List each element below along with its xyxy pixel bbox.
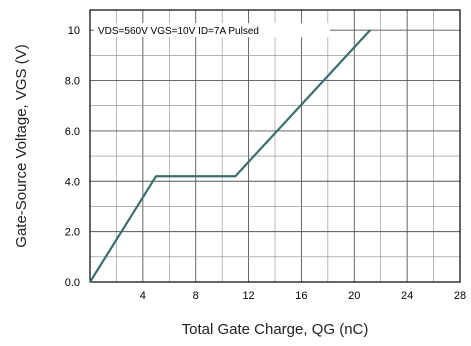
- x-tick-label: 8: [193, 290, 199, 302]
- x-tick-label: 12: [242, 290, 254, 302]
- x-tick-labels: 4 8 12 16 20 24 28: [140, 290, 466, 302]
- y-tick-label: 4.0: [65, 176, 80, 188]
- plot-frame: [89, 9, 461, 283]
- x-axis-label: Total Gate Charge, QG (nC): [182, 321, 369, 338]
- x-tick-label: 24: [401, 290, 413, 302]
- y-axis-label: Gate-Source Voltage, VGS (V): [13, 44, 30, 247]
- y-tick-labels: 0.0 2.0 4.0 6.0 8.0 10: [65, 25, 80, 289]
- annotation-background: [94, 23, 330, 38]
- grid: [90, 10, 460, 282]
- y-tick-label: 10: [68, 25, 80, 37]
- x-tick-label: 28: [454, 290, 466, 302]
- x-tick-label: 16: [295, 290, 307, 302]
- x-tick-label: 4: [140, 290, 146, 302]
- y-tick-label: 8.0: [65, 76, 80, 88]
- series-line: [89, 29, 371, 283]
- y-tick-label: 2.0: [65, 227, 80, 239]
- x-tick-label: 20: [348, 290, 360, 302]
- y-tick-label: 6.0: [65, 126, 80, 138]
- test-conditions-annotation: VDS=560V VGS=10V ID=7A Pulsed: [98, 26, 259, 37]
- series-layer: [89, 29, 371, 283]
- y-tick-label: 0.0: [65, 277, 80, 289]
